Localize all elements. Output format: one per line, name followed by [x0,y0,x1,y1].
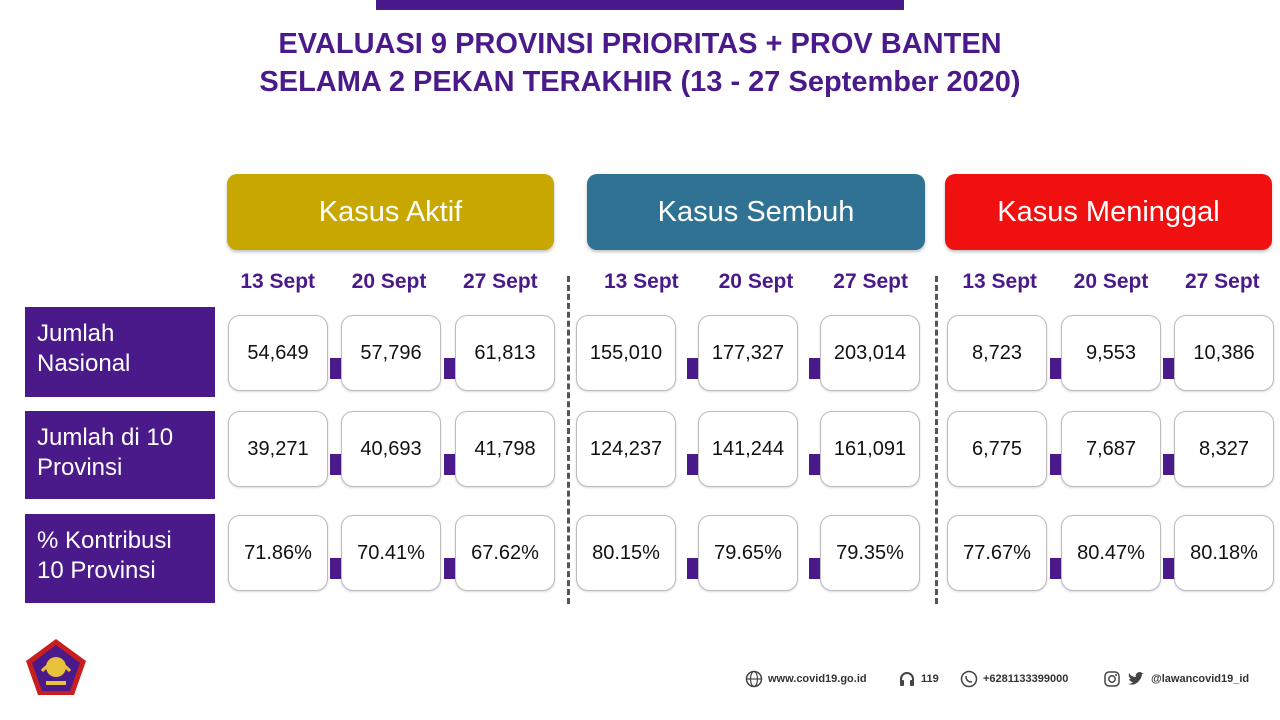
value-cell: 39,271 [228,411,328,487]
connector-square [1163,558,1174,579]
connector-square [1050,558,1061,579]
date-label: 20 Sept [1073,270,1149,293]
connector-square [444,358,455,379]
twitter-icon [1128,672,1144,685]
connector-square [1050,358,1061,379]
row-label-jumlah-nasional: Jumlah Nasional [25,307,215,397]
group-divider [935,276,938,604]
satgas-logo [24,637,88,702]
value-cell: 57,796 [341,315,441,391]
connector-square [330,454,341,475]
value-cell: 71.86% [228,515,328,591]
date-label: 20 Sept [718,270,794,293]
date-label: 13 Sept [603,270,679,293]
date-label: 13 Sept [962,270,1038,293]
value-cell: 80.15% [576,515,676,591]
whatsapp-icon [960,670,978,688]
dates-kasus-aktif: 13 Sept 20 Sept 27 Sept [222,270,556,294]
connector-square [687,558,698,579]
connector-square [809,358,820,379]
date-label: 13 Sept [240,270,316,293]
page-title-line1: EVALUASI 9 PROVINSI PRIORITAS + PROV BAN… [278,28,1002,60]
footer-whatsapp[interactable]: +6281133399000 [960,668,1068,690]
top-accent-bar [376,0,904,10]
value-cell: 80.47% [1061,515,1161,591]
row-label-line: 10 Provinsi [37,557,156,584]
header-kasus-meninggal: Kasus Meninggal [945,174,1272,250]
emblem-icon [26,639,86,695]
value-cell: 77.67% [947,515,1047,591]
dates-kasus-meninggal: 13 Sept 20 Sept 27 Sept [944,270,1278,294]
value-cell: 67.62% [455,515,555,591]
value-cell: 70.41% [341,515,441,591]
connector-square [1050,454,1061,475]
connector-square [1163,454,1174,475]
row-label-jumlah-10-provinsi: Jumlah di 10 Provinsi [25,411,215,499]
value-cell: 41,798 [455,411,555,487]
row-label-line: Nasional [37,350,131,377]
value-cell: 54,649 [228,315,328,391]
value-cell: 10,386 [1174,315,1274,391]
value-cell: 8,327 [1174,411,1274,487]
value-cell: 79.65% [698,515,798,591]
value-cell: 80.18% [1174,515,1274,591]
social-text: @lawancovid19_id [1151,673,1250,685]
value-cell: 40,693 [341,411,441,487]
instagram-icon [1104,671,1120,687]
date-label: 27 Sept [833,270,908,293]
connector-square [444,558,455,579]
footer-social[interactable]: @lawancovid19_id [1103,668,1249,690]
row-label-line: Jumlah di 10 [37,424,174,451]
header-kasus-aktif: Kasus Aktif [227,174,554,250]
value-cell: 7,687 [1061,411,1161,487]
value-cell: 61,813 [455,315,555,391]
headset-icon [900,672,914,686]
date-label: 27 Sept [1184,270,1260,293]
connector-square [444,454,455,475]
date-label: 27 Sept [462,270,538,293]
header-kasus-sembuh: Kasus Sembuh [587,174,925,250]
website-text: www.covid19.go.id [768,673,867,685]
dates-kasus-sembuh: 13 Sept 20 Sept 27 Sept [584,270,928,294]
connector-square [809,454,820,475]
connector-square [330,558,341,579]
value-cell: 124,237 [576,411,676,487]
connector-square [809,558,820,579]
globe-icon [745,670,763,688]
row-label-line: Provinsi [37,454,123,481]
connector-square [687,454,698,475]
date-label: 20 Sept [351,270,427,293]
connector-square [687,358,698,379]
value-cell: 141,244 [698,411,798,487]
value-cell: 161,091 [820,411,920,487]
value-cell: 8,723 [947,315,1047,391]
value-cell: 79.35% [820,515,920,591]
group-divider [567,276,570,604]
value-cell: 6,775 [947,411,1047,487]
hotline-text: 119 [921,673,939,685]
connector-square [330,358,341,379]
value-cell: 203,014 [820,315,920,391]
footer-website[interactable]: www.covid19.go.id [745,668,867,690]
footer-hotline[interactable]: 119 [898,668,939,690]
row-label-line: Jumlah [37,320,115,347]
connector-square [1163,358,1174,379]
row-label-kontribusi: % Kontribusi 10 Provinsi [25,514,215,603]
whatsapp-text: +6281133399000 [983,673,1069,685]
value-cell: 177,327 [698,315,798,391]
value-cell: 155,010 [576,315,676,391]
row-label-line: % Kontribusi [37,527,172,554]
value-cell: 9,553 [1061,315,1161,391]
page-title-line2: SELAMA 2 PEKAN TERAKHIR (13 - 27 Septemb… [259,66,1021,98]
